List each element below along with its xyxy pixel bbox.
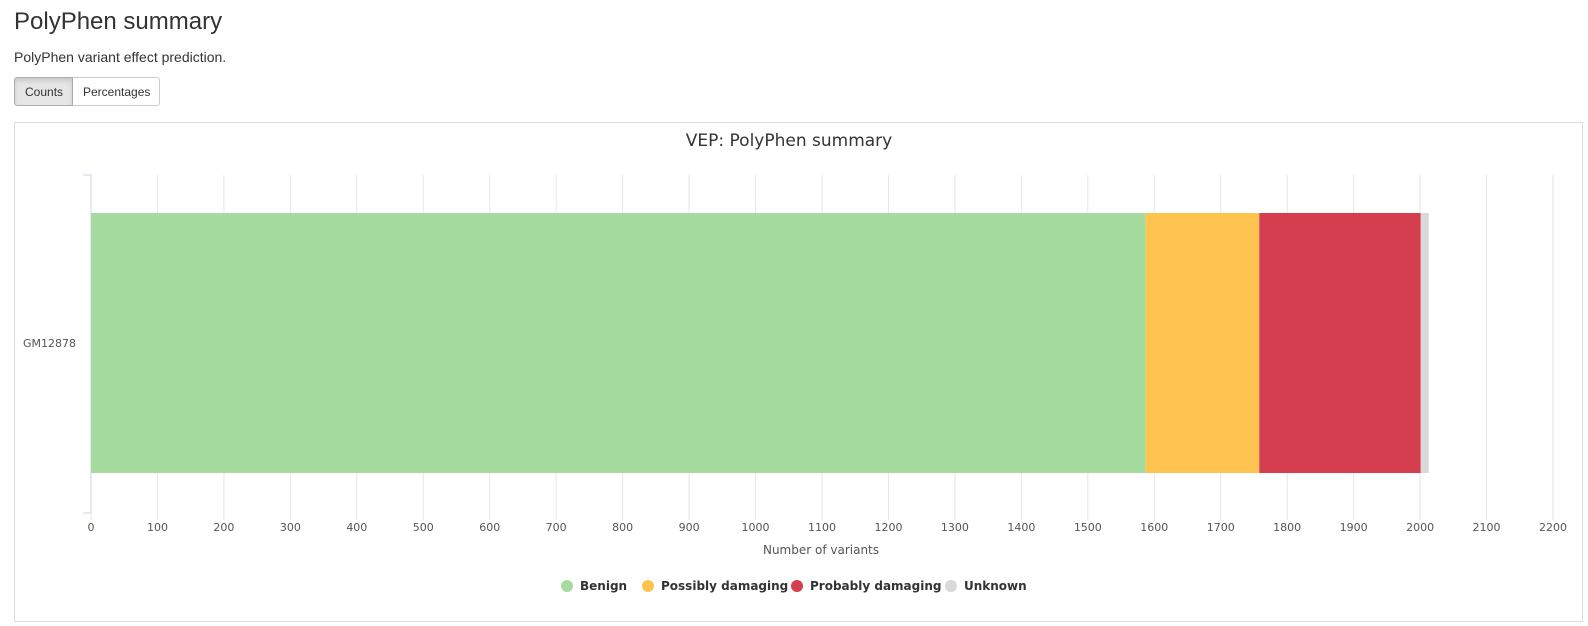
x-tick-label: 600 (479, 521, 500, 534)
x-tick-label: 1500 (1074, 521, 1102, 534)
x-tick-label: 1000 (742, 521, 770, 534)
view-toggle-group: Counts Percentages (14, 77, 160, 106)
x-tick-label: 100 (147, 521, 168, 534)
x-tick-label: 300 (280, 521, 301, 534)
x-axis-label: Number of variants (763, 543, 879, 557)
x-tick-label: 2000 (1406, 521, 1434, 534)
x-tick-label: 1700 (1207, 521, 1235, 534)
x-tick-label: 2200 (1539, 521, 1567, 534)
y-axis-line (83, 174, 92, 514)
bar-segment-possibly-damaging[interactable] (1145, 213, 1260, 473)
x-tick-label: 500 (413, 521, 434, 534)
category-label: GM12878 (23, 337, 76, 350)
x-tick-label: 1200 (874, 521, 902, 534)
legend-item[interactable]: Benign (580, 579, 627, 593)
x-tick-label: 1100 (808, 521, 836, 534)
x-tick-label: 1300 (941, 521, 969, 534)
bar-segment-probably-damaging[interactable] (1259, 213, 1421, 473)
x-tick-label: 400 (346, 521, 367, 534)
x-tick-label: 800 (612, 521, 633, 534)
x-tick-label: 1900 (1340, 521, 1368, 534)
legend-item[interactable]: Probably damaging (810, 579, 941, 593)
percentages-button[interactable]: Percentages (73, 77, 160, 106)
legend-marker-icon (561, 580, 573, 592)
counts-button[interactable]: Counts (14, 77, 73, 106)
chart-title: VEP: PolyPhen summary (686, 131, 892, 151)
x-tick-label: 1600 (1140, 521, 1168, 534)
bar-segment-benign[interactable] (91, 213, 1146, 473)
x-tick-label: 2100 (1473, 521, 1501, 534)
x-tick-label: 1400 (1007, 521, 1035, 534)
legend-item[interactable]: Unknown (964, 579, 1027, 593)
legend-marker-icon (642, 580, 654, 592)
x-tick-label: 700 (546, 521, 567, 534)
legend-marker-icon (791, 580, 803, 592)
page-description: PolyPhen variant effect prediction. (14, 49, 227, 65)
legend-item[interactable]: Possibly damaging (661, 579, 788, 593)
stacked-bar-chart: VEP: PolyPhen summary 0 100 200 300 400 500 600… (23, 131, 1567, 593)
x-tick-label: 1800 (1273, 521, 1301, 534)
page-title: PolyPhen summary (14, 8, 223, 35)
x-tick-label: 900 (679, 521, 700, 534)
legend-marker-icon (945, 580, 957, 592)
x-tick-label: 200 (213, 521, 234, 534)
bar-segment-unknown[interactable] (1420, 213, 1429, 473)
x-tick-label: 0 (88, 521, 95, 534)
chart-container: VEP: PolyPhen summary 0 100 200 300 400 500 600… (14, 122, 1583, 622)
